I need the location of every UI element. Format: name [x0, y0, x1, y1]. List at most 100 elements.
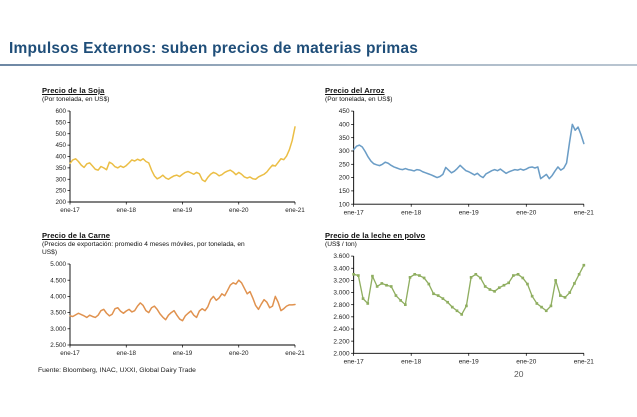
data-point-marker: [540, 306, 543, 309]
x-tick-label: ene-17: [60, 350, 80, 357]
data-point-marker: [418, 274, 421, 278]
y-tick-label: 2.500: [50, 343, 66, 350]
y-tick-label: 600: [55, 108, 66, 115]
data-point-marker: [474, 273, 478, 276]
y-tick-label: 250: [55, 188, 66, 195]
data-point-marker: [432, 292, 435, 296]
data-point-marker: [554, 279, 557, 282]
y-tick-label: 2.600: [333, 314, 350, 321]
data-point-marker: [479, 276, 482, 280]
y-tick-label: 400: [339, 122, 350, 129]
data-point-marker: [502, 284, 506, 287]
y-tick-label: 2.200: [333, 339, 350, 346]
y-tick-label: 150: [339, 188, 350, 195]
x-tick-label: ene-18: [116, 350, 136, 357]
y-tick-label: 3.400: [333, 266, 350, 273]
price-line: [69, 126, 296, 183]
y-tick-label: 4.500: [50, 278, 66, 285]
x-tick-label: ene-17: [60, 207, 80, 214]
y-tick-label: 200: [55, 199, 66, 206]
data-point-marker: [582, 264, 586, 267]
data-point-marker: [577, 273, 581, 276]
leche-line-chart: 3.600 3.400 3.200 3.000 2.800 2.600 2.400 2.200…: [333, 253, 594, 366]
y-tick-label: 3.000: [333, 290, 350, 297]
price-line: [352, 264, 585, 316]
data-point-marker: [403, 303, 407, 307]
chart-soja-title: Precio de la Soja: [42, 86, 105, 95]
chart-leche-subtitle: (US$ / ton): [325, 241, 357, 248]
y-tick-label: 3.600: [333, 253, 350, 260]
data-point-marker: [563, 296, 567, 299]
x-tick-label: ene-21: [574, 359, 594, 366]
chart-soja-subtitle: (Por tonelada, en US$): [42, 96, 110, 103]
data-point-marker: [357, 274, 360, 278]
y-tick-label: 250: [339, 162, 350, 169]
data-point-marker: [371, 275, 374, 278]
data-point-marker: [394, 294, 398, 298]
chart-arroz: Precio del Arroz (Por tonelada, en US$) …: [325, 86, 594, 218]
y-tick-label: 3.500: [50, 310, 66, 317]
y-tick-label: 4.000: [50, 294, 66, 301]
y-tick-label: 2.800: [333, 302, 350, 309]
y-tick-label: 350: [55, 165, 66, 172]
title-divider: [0, 64, 637, 66]
data-point-marker: [436, 294, 440, 298]
data-point-marker: [516, 273, 520, 276]
y-tick-label: 400: [55, 154, 66, 161]
data-point-marker: [493, 290, 496, 293]
chart-carne-subtitle: (Precios de exportación: promedio 4 mese…: [42, 241, 245, 257]
x-tick-label: ene-17: [344, 359, 364, 366]
x-tick-label: ene-19: [173, 207, 193, 214]
y-tick-label: 2.400: [333, 326, 350, 333]
y-tick-label: 100: [339, 202, 350, 209]
data-point-marker: [427, 282, 431, 286]
data-point-marker: [389, 285, 393, 289]
data-point-marker: [512, 274, 515, 278]
x-tick-label: ene-17: [344, 210, 364, 217]
y-tick-label: 550: [55, 120, 66, 127]
data-point-marker: [483, 285, 487, 289]
x-tick-label: ene-18: [401, 359, 421, 366]
x-tick-label: ene-19: [459, 210, 479, 217]
data-point-marker: [413, 273, 417, 276]
y-tick-label: 3.000: [50, 326, 66, 333]
y-tick-label: 300: [55, 177, 66, 184]
y-tick-label: 2.000: [333, 351, 350, 358]
page-number: 20: [514, 369, 524, 379]
data-point-marker: [568, 291, 572, 295]
x-tick-label: ene-21: [574, 210, 594, 217]
data-point-marker: [465, 304, 468, 308]
chart-arroz-subtitle: (Por tonelada, en US$): [325, 96, 393, 103]
data-point-marker: [526, 282, 529, 286]
x-tick-label: ene-18: [401, 210, 421, 217]
x-tick-label: ene-18: [116, 207, 136, 214]
data-point-marker: [573, 282, 576, 285]
slide-title: Impulsos Externos: suben precios de mate…: [9, 40, 419, 57]
x-tick-label: ene-21: [285, 350, 305, 357]
y-tick-label: 3.200: [333, 278, 350, 285]
chart-leche: Precio de la leche en polvo (US$ / ton) …: [325, 231, 594, 367]
chart-arroz-title: Precio del Arroz: [325, 86, 385, 95]
data-point-marker: [559, 294, 562, 298]
y-tick-label: 350: [339, 135, 350, 142]
data-point-marker: [535, 302, 539, 306]
data-point-marker: [521, 276, 525, 280]
y-tick-label: 200: [339, 175, 350, 182]
y-tick-label: 450: [339, 108, 350, 115]
data-point-marker: [446, 301, 449, 304]
chart-carne-title: Precio de la Carne: [42, 231, 111, 240]
data-point-marker: [549, 304, 553, 308]
data-point-marker: [488, 288, 492, 292]
x-tick-label: ene-20: [229, 207, 249, 214]
data-point-marker: [361, 297, 365, 301]
x-tick-label: ene-20: [516, 210, 536, 217]
data-point-marker: [422, 276, 426, 280]
data-point-marker: [455, 309, 459, 313]
data-point-marker: [507, 281, 511, 285]
data-point-marker: [375, 285, 379, 289]
chart-carne: Precio de la Carne (Precios de exportaci…: [42, 231, 305, 358]
y-tick-label: 300: [339, 148, 350, 155]
x-tick-label: ene-20: [516, 359, 536, 366]
